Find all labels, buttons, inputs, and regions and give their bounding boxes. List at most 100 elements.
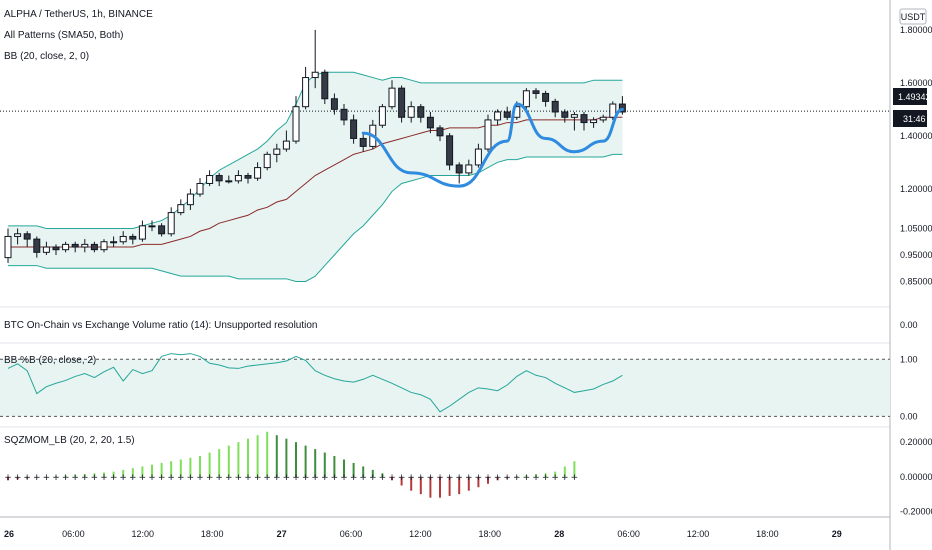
candle[interactable] [225,175,233,184]
squeeze-cross-marker: + [177,473,185,483]
candle[interactable] [474,143,482,168]
candle[interactable] [62,241,70,253]
candle[interactable] [177,199,185,216]
candle[interactable] [609,101,617,120]
squeeze-cross-marker: + [561,473,569,483]
candle[interactable] [532,88,540,99]
squeeze-cross-marker: + [407,473,415,483]
indicator-btc-onchain-label[interactable]: BTC On-Chain vs Exchange Volume ratio (1… [4,320,318,331]
indicator-bb-label[interactable]: BB (20, close, 2, 0) [4,51,89,62]
candle[interactable] [407,101,415,123]
candle-body [522,90,530,108]
candle[interactable] [148,220,156,232]
candle[interactable] [417,104,425,123]
candle[interactable] [273,143,281,163]
candle[interactable] [33,236,41,258]
candle[interactable] [350,114,358,144]
candle[interactable] [561,109,569,123]
bb-percent-b-pane [0,353,890,417]
candle[interactable] [330,93,338,115]
squeeze-cross-marker: + [340,473,348,483]
candle[interactable] [292,96,300,144]
candle[interactable] [378,104,386,128]
candle-body [609,103,617,118]
candle[interactable] [522,88,530,110]
candle-body [340,108,348,121]
candle[interactable] [455,162,463,184]
time-tick-label: 06:00 [62,529,85,539]
price-tick-label: 1.40000 [900,131,932,141]
candle[interactable] [206,170,214,187]
candle[interactable] [359,133,367,152]
candle[interactable] [426,111,434,134]
squeeze-cross-marker: + [484,473,492,483]
time-tick-label: 28 [554,529,564,539]
momentum-tick-label: 0.00000 [900,472,932,482]
candle[interactable] [542,90,550,107]
candle-body [129,235,137,240]
candle[interactable] [186,188,194,210]
bb-lower-band [8,153,623,282]
candle[interactable] [23,231,31,248]
candle[interactable] [81,239,89,253]
candle[interactable] [311,29,319,89]
candle[interactable] [302,66,310,110]
candle[interactable] [551,98,559,118]
candle[interactable] [100,239,108,253]
squeeze-cross-marker: + [379,473,387,483]
candle[interactable] [484,114,492,152]
squeeze-cross-marker: + [436,473,444,483]
candle[interactable] [138,220,146,242]
candle[interactable] [254,162,262,181]
candle[interactable] [71,241,79,253]
squeeze-cross-marker: + [398,473,406,483]
candle[interactable] [340,104,348,126]
candle[interactable] [196,178,204,197]
candle[interactable] [388,80,396,110]
candle[interactable] [110,236,118,248]
currency-button[interactable]: USDT [899,8,927,25]
squeeze-cross-marker: + [523,473,531,483]
candle[interactable] [263,151,271,171]
candle[interactable] [215,172,223,187]
candle[interactable] [494,109,502,126]
time-tick-label: 12:00 [132,529,155,539]
candle[interactable] [446,133,454,171]
candle[interactable] [321,69,329,105]
candle[interactable] [244,172,252,184]
candle[interactable] [282,130,290,152]
indicator-bb-percent-label[interactable]: BB %B (20, close, 2) [4,355,96,366]
candle[interactable] [234,170,242,184]
candle[interactable] [42,241,50,255]
candle[interactable] [90,241,98,253]
candle-body [590,119,598,124]
candle[interactable] [14,228,22,245]
candle-body [561,111,569,118]
candle[interactable] [570,111,578,131]
indicator-sqzmom-label[interactable]: SQZMOM_LB (20, 2, 20, 1.5) [4,435,135,446]
candle[interactable] [52,244,60,255]
candle[interactable] [590,117,598,128]
price-tick-label: 1.05000 [900,224,932,234]
candle[interactable] [599,114,607,123]
indicator-all-patterns-label[interactable]: All Patterns (SMA50, Both) [4,30,124,41]
candle[interactable] [398,85,406,123]
candle[interactable] [465,159,473,176]
candle[interactable] [436,125,444,142]
candle[interactable] [119,231,127,245]
squeeze-cross-marker: + [71,473,79,483]
candle[interactable] [4,228,12,263]
candle-body [532,90,540,94]
candle[interactable] [503,106,511,120]
candle[interactable] [167,207,175,237]
price-pane[interactable] [0,29,890,282]
candle[interactable] [158,223,166,237]
candle[interactable] [129,233,137,245]
symbol-title[interactable]: ALPHA / TetherUS, 1h, BINANCE [4,9,153,20]
candle[interactable] [580,111,588,131]
squeeze-cross-marker: + [225,473,233,483]
squeeze-cross-marker: + [350,473,358,483]
squeeze-cross-marker: + [311,473,319,483]
axes: 1.80000 1.60000 1.40000 1.20000 1.05000 0.950… [4,25,932,539]
